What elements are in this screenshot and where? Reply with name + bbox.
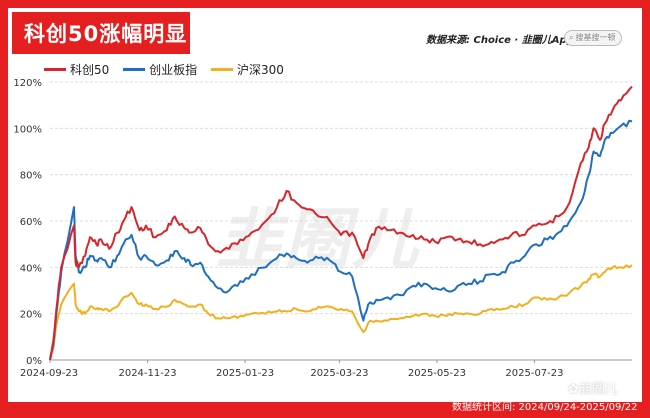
y-tick-label: 100% bbox=[13, 124, 42, 135]
y-tick-label: 80% bbox=[20, 171, 42, 182]
legend-label-cy: 创业板指 bbox=[149, 63, 198, 77]
search-placeholder: 搜基搜一顿 bbox=[575, 33, 616, 42]
legend-item-cy[interactable]: 创业板指 bbox=[123, 61, 197, 78]
y-tick-label: 0% bbox=[26, 356, 42, 367]
paw-icon: ✿ bbox=[568, 382, 579, 397]
x-tick-label: 2025-03-23 bbox=[310, 368, 368, 379]
brand-badge-label: 韭圈儿 bbox=[578, 382, 618, 397]
series-line-hs300 bbox=[49, 264, 633, 361]
legend-item-kc50[interactable]: 科创50 bbox=[44, 61, 109, 78]
y-tick-label: 40% bbox=[20, 263, 42, 274]
y-tick-label: 120% bbox=[13, 78, 42, 89]
stat-range: 数据统计区间: 2024/09/24-2025/09/22 bbox=[452, 402, 638, 413]
legend-swatch-cy bbox=[123, 68, 146, 71]
chart-title: 科创50涨幅明显 bbox=[24, 22, 188, 46]
legend-label-kc50: 科创50 bbox=[70, 63, 110, 77]
title-bar bbox=[12, 12, 190, 54]
legend-swatch-kc50 bbox=[44, 68, 66, 71]
legend-label-hs300: 沪深300 bbox=[236, 63, 284, 77]
x-tick-label: 2025-01-23 bbox=[216, 368, 274, 379]
x-tick-label: 2024-09-23 bbox=[20, 368, 78, 379]
y-tick-label: 20% bbox=[20, 310, 42, 321]
chart-legend: 科创50 创业板指 沪深300 bbox=[44, 61, 294, 78]
series-line-cy bbox=[49, 119, 633, 361]
series-line-kc50 bbox=[49, 85, 633, 361]
search-icon: ⌕ bbox=[569, 33, 574, 42]
x-tick-label: 2025-07-23 bbox=[505, 368, 563, 379]
x-tick-label: 2025-05-23 bbox=[408, 368, 466, 379]
search-input[interactable]: ⌕ 搜基搜一顿 bbox=[564, 30, 622, 46]
y-tick-label: 60% bbox=[20, 217, 42, 228]
x-tick-label: 2024-11-23 bbox=[118, 368, 176, 379]
legend-swatch-hs300 bbox=[210, 68, 233, 71]
brand-badge: ✿韭圈儿 bbox=[568, 378, 618, 397]
data-source: 数据来源: Choice · 韭圈儿App bbox=[426, 35, 574, 46]
legend-item-hs300[interactable]: 沪深300 bbox=[210, 61, 284, 78]
chart-card bbox=[8, 8, 642, 402]
